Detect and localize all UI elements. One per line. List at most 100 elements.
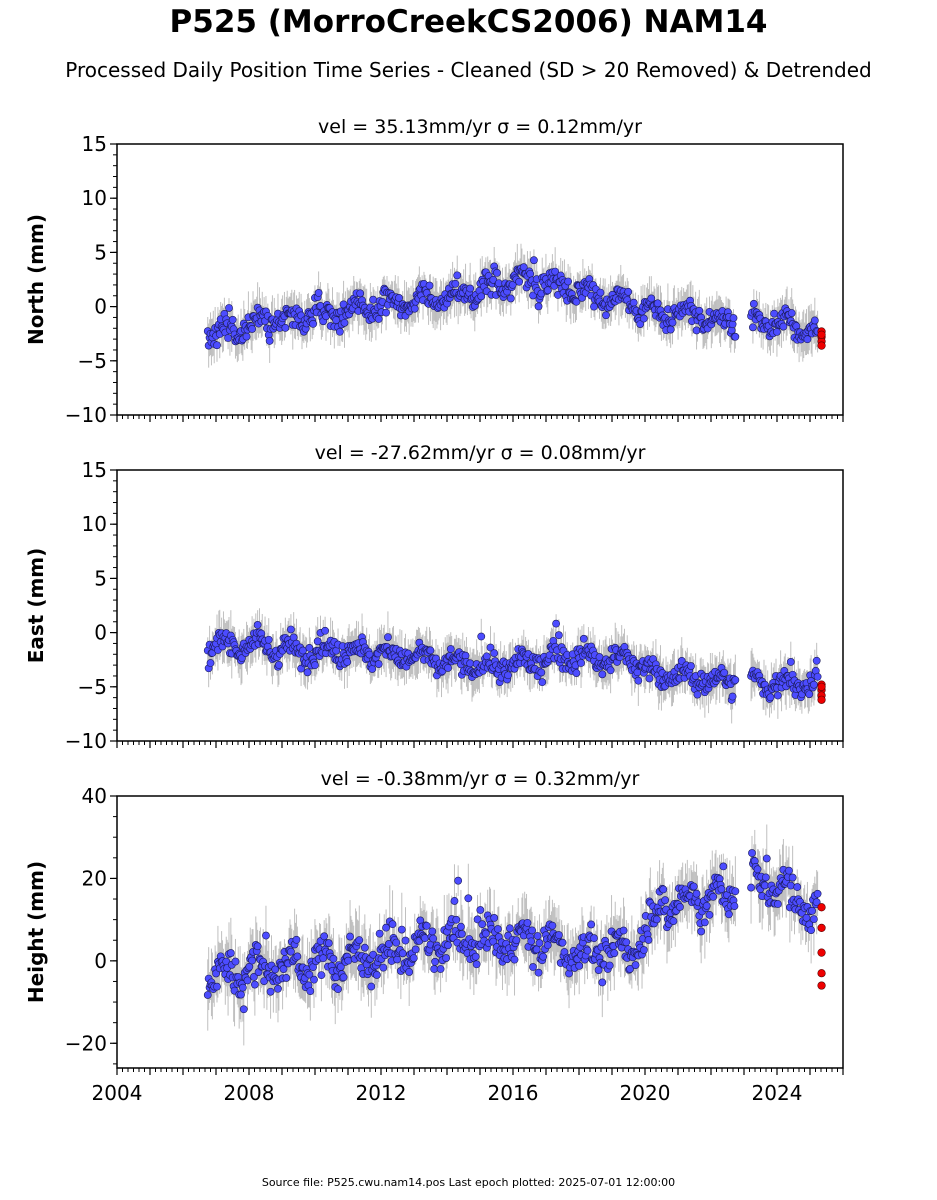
final-point [724,910,733,919]
rapid-point [817,981,826,990]
final-point [253,942,262,951]
y-tick-label: 5 [94,240,107,264]
final-point [238,983,247,992]
panel-title: vel = -0.38mm/yr σ = 0.32mm/yr [321,768,640,790]
final-point [369,950,378,959]
final-point [324,939,333,948]
final-point [367,982,376,991]
final-point [409,954,418,962]
final-point [339,973,348,982]
final-point [692,889,701,898]
final-point [299,646,307,655]
final-point [717,885,726,894]
final-point [504,671,512,680]
final-point [537,668,546,677]
final-point [720,668,729,677]
final-point [659,885,668,894]
final-point [243,976,252,985]
final-point [619,926,628,935]
final-point [274,661,283,669]
final-point [564,277,573,286]
final-point [788,873,797,882]
page-subtitle: Processed Daily Position Time Series - C… [65,58,872,82]
final-point [505,924,514,933]
final-point [634,676,643,685]
final-point [444,941,452,950]
final-point [793,883,802,891]
final-point [493,925,502,933]
final-point [303,668,312,677]
source-note: Source file: P525.cwu.nam14.pos Last epo… [261,1176,676,1189]
final-point [374,315,383,323]
final-point [411,945,420,954]
final-point [265,337,274,345]
final-point [477,632,486,641]
final-point [317,971,326,980]
x-tick-label: 2008 [224,1081,275,1105]
final-point [661,896,670,905]
final-point [454,876,463,885]
final-point [398,949,407,958]
final-point [260,977,269,985]
final-point [481,929,490,938]
final-point [626,965,634,973]
final-point [512,936,521,945]
final-point [590,934,598,943]
final-point [508,280,517,289]
final-point [356,289,365,298]
final-point [382,308,390,317]
final-point [709,892,718,901]
final-point [719,862,728,871]
final-point [464,894,473,903]
final-point [250,980,259,989]
final-point [482,652,491,661]
final-point [224,334,232,342]
final-point [490,649,499,658]
final-point [451,279,460,288]
final-point [702,901,711,910]
final-point [779,322,788,331]
final-point [539,952,548,961]
final-point [813,889,822,898]
final-point [282,974,291,982]
final-point [281,323,290,332]
final-point [321,626,329,635]
final-point [494,279,503,288]
final-point [554,931,563,939]
final-point [287,947,295,956]
final-point [813,672,822,681]
final-point [306,987,315,996]
final-point [687,662,695,670]
final-solution-points [203,256,822,350]
final-point [762,854,771,863]
axes-frame [116,795,844,1069]
final-point [587,920,596,929]
final-point [526,269,535,278]
final-point [606,666,615,675]
final-point [472,960,481,969]
final-point [239,1005,248,1014]
final-point [786,881,795,890]
final-point [305,644,314,652]
final-point [231,957,240,966]
final-point [477,292,486,301]
final-point [728,692,737,701]
y-tick-label: 20 [82,866,107,890]
final-point [392,938,401,947]
final-point [812,656,821,665]
final-point [457,922,465,931]
rapid-point [817,330,826,339]
rapid-point [817,923,826,932]
final-point [610,949,619,958]
x-tick-label: 2024 [752,1081,803,1105]
final-point [558,938,567,947]
final-point [631,961,640,969]
final-point [543,286,552,295]
final-point [405,968,414,976]
final-point [430,965,439,973]
final-point [293,952,302,961]
panel-title: vel = 35.13mm/yr σ = 0.12mm/yr [318,116,642,138]
final-point [692,326,701,335]
page-title: P525 (MorroCreekCS2006) NAM14 [169,4,768,40]
final-point [787,309,796,317]
